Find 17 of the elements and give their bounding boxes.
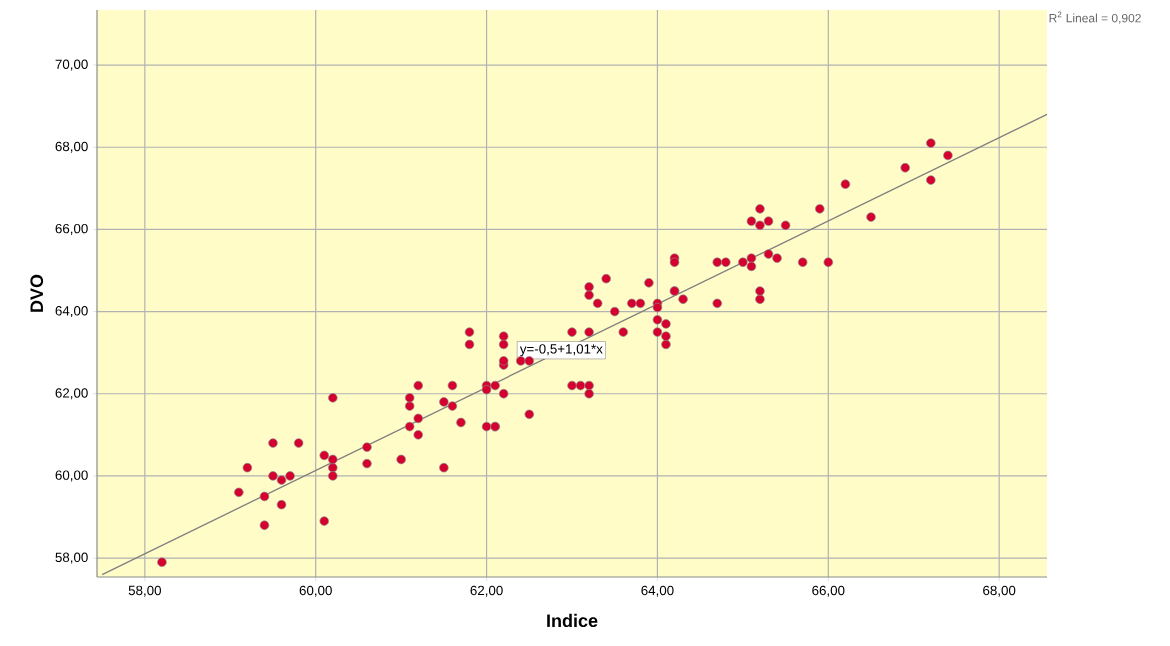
text: R$^{2}$ Lineal = 0,902 <box>1049 11 1141 24</box>
y-axis-title: DVO <box>30 274 44 312</box>
y-tick-label: 64,00 <box>55 306 88 318</box>
y-tick-label: 60,00 <box>55 470 88 482</box>
y-tick-label: 58,00 <box>55 552 88 564</box>
x-tick-label: 58,00 <box>128 585 162 597</box>
x-tick-label: 64,00 <box>641 585 674 597</box>
x-tick-label: 68,00 <box>983 585 1016 597</box>
y-tick-label: 68,00 <box>55 141 88 153</box>
y-tick-label: 70,00 <box>55 59 88 71</box>
y-tick-label: 66,00 <box>55 223 88 235</box>
annotation: y=-0,5+1,01*x <box>519 344 603 357</box>
x-tick-label: 62,00 <box>470 585 503 597</box>
x-tick-label: 60,00 <box>299 585 332 597</box>
x-tick-label: 66,00 <box>812 585 845 597</box>
x-axis-title: Indice <box>547 613 598 628</box>
y-tick-label: 62,00 <box>55 388 88 400</box>
